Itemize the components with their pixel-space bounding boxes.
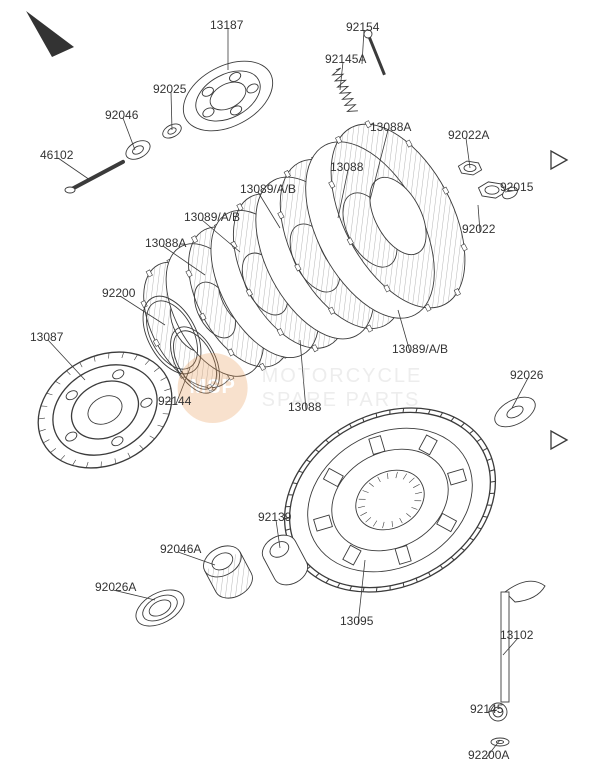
part-label: 13088A — [145, 236, 186, 250]
part-pushrod — [70, 162, 123, 190]
part-label: 13089/A/B — [184, 210, 240, 224]
page-continue-arrow-icon — [551, 151, 567, 169]
watermark-line2: SPARE PARTS — [262, 388, 423, 412]
part-label: 13087 — [30, 330, 63, 344]
part-label: 92200A — [468, 748, 509, 762]
part-label: 13089/A/B — [240, 182, 296, 196]
part-label: 92026 — [510, 368, 543, 382]
part-label: 92046A — [160, 542, 201, 556]
part-label: 13102 — [500, 628, 533, 642]
part-washer — [490, 391, 540, 433]
part-thrust-washer — [130, 583, 190, 634]
page-continue-arrow-icon — [551, 431, 567, 449]
part-label: 92145A — [325, 52, 366, 66]
part-bolt — [368, 34, 384, 75]
part-label: 92144 — [158, 394, 191, 408]
part-label: 92139 — [258, 510, 291, 524]
part-label: 92015 — [500, 180, 533, 194]
part-label: 92154 — [346, 20, 379, 34]
part-label: 13095 — [340, 614, 373, 628]
watermark-badge: MSP — [178, 353, 248, 423]
part-label: 92145 — [470, 702, 503, 716]
watermark-text: MOTORCYCLE SPARE PARTS — [262, 364, 423, 412]
part-label: 13088 — [330, 160, 363, 174]
watermark-line1: MOTORCYCLE — [262, 364, 423, 388]
part-small-washer — [491, 738, 509, 746]
part-label: 92200 — [102, 286, 135, 300]
part-needle-bearing — [198, 540, 258, 605]
part-label: 92025 — [153, 82, 186, 96]
part-bearing-small — [123, 137, 153, 163]
part-pushrod-end — [65, 187, 75, 193]
part-label: 13088A — [370, 120, 411, 134]
leader-line — [123, 118, 135, 150]
part-label: 92026A — [95, 580, 136, 594]
part-label: 13089/A/B — [392, 342, 448, 356]
part-label: 92022 — [462, 222, 495, 236]
part-spring — [333, 68, 358, 111]
part-label: 92022A — [448, 128, 489, 142]
part-label: 92046 — [105, 108, 138, 122]
part-label: 13088 — [288, 400, 321, 414]
orientation-arrow-icon — [26, 11, 74, 57]
leader-line — [171, 92, 172, 130]
part-label: 13187 — [210, 18, 243, 32]
part-label: 46102 — [40, 148, 73, 162]
